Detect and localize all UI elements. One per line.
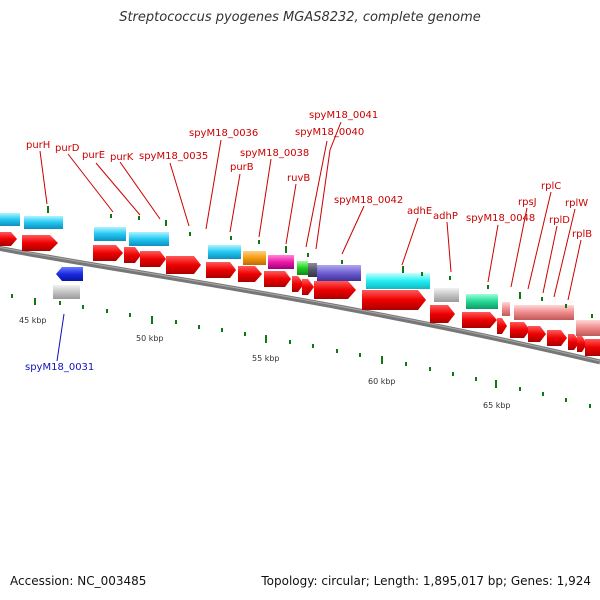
gene-block — [466, 294, 498, 309]
gene-label-rplC: rplC — [541, 181, 561, 192]
label-leader-blue — [56, 313, 65, 362]
cds-arrow — [206, 262, 236, 278]
gene-label-purE: purE — [82, 150, 105, 161]
cds-arrow — [497, 318, 507, 334]
cds-arrow — [585, 339, 600, 356]
gene-label-spyM18-0038: spyM18_0038 — [240, 148, 309, 159]
cds-arrow — [124, 247, 141, 263]
gene-block — [366, 273, 430, 289]
cds-arrow — [510, 322, 530, 338]
gene-block — [434, 288, 459, 302]
scale-label: 55 kbp — [252, 354, 280, 363]
label-leaders — [39, 121, 582, 301]
accession-text: Accession: NC_003485 — [10, 574, 147, 588]
gene-block — [297, 261, 308, 275]
genome-summary: Topology: circular; Length: 1,895,017 bp… — [261, 574, 591, 588]
cds-arrow — [462, 312, 497, 328]
gene-block — [94, 227, 126, 241]
cds-arrow — [140, 251, 166, 267]
cds-arrow — [314, 281, 356, 299]
cds-arrow — [430, 305, 455, 323]
gene-block — [576, 320, 600, 336]
map-title: Streptococcus pyogenes MGAS8232, complet… — [119, 10, 481, 25]
gene-label-rpsJ: rpsJ — [518, 197, 537, 208]
gene-label-rplD: rplD — [549, 215, 570, 226]
reverse-track — [53, 267, 83, 299]
gene-block — [317, 265, 361, 281]
gene-block — [268, 255, 294, 269]
gene-block — [514, 305, 574, 320]
cds-arrow — [93, 245, 123, 261]
gene-label-spyM18-0036: spyM18_0036 — [189, 128, 258, 139]
genome-backbone — [0, 245, 600, 365]
gene-label-rplB: rplB — [572, 229, 592, 240]
gene-block — [208, 245, 241, 259]
scale-label: 60 kbp — [368, 377, 396, 386]
scale-label: 50 kbp — [136, 334, 164, 343]
cds-arrow — [302, 279, 314, 295]
gene-labels: purH purD purE purK spyM18_0035 spyM18_0… — [25, 110, 592, 373]
gene-label-adhE: adhE — [407, 206, 432, 217]
gene-label-spyM18-0041: spyM18_0041 — [309, 110, 378, 121]
scale-label: 45 kbp — [19, 316, 47, 325]
gene-label-rplW: rplW — [565, 198, 588, 209]
gene-block — [129, 232, 169, 246]
gene-label-purH: purH — [26, 140, 50, 151]
gene-label-spyM18-0048: spyM18_0048 — [466, 213, 535, 224]
gene-label-ruvB: ruvB — [287, 173, 310, 184]
gene-label-spyM18-0031: spyM18_0031 — [25, 362, 94, 373]
cds-arrow-reverse — [56, 267, 83, 281]
tick-marks — [11, 206, 593, 408]
gene-label-spyM18-0040: spyM18_0040 — [295, 127, 364, 138]
gene-label-purB: purB — [230, 162, 254, 173]
cds-arrow — [264, 271, 291, 287]
gene-label-spyM18-0042: spyM18_0042 — [334, 195, 403, 206]
cds-arrow — [577, 336, 587, 352]
gene-block — [502, 302, 510, 316]
cds-arrow — [238, 266, 262, 282]
gene-block — [308, 263, 317, 277]
cds-arrow — [547, 330, 567, 346]
gene-block — [0, 213, 20, 226]
feature-track — [0, 213, 600, 336]
gene-block — [53, 285, 80, 299]
scale-labels: 45 kbp 50 kbp 55 kbp 60 kbp 65 kbp — [19, 316, 511, 410]
gene-label-adhP: adhP — [433, 211, 458, 222]
gene-label-spyM18-0035: spyM18_0035 — [139, 151, 208, 162]
cds-arrow — [0, 232, 17, 246]
scale-label: 65 kbp — [483, 401, 511, 410]
gene-label-purD: purD — [55, 143, 80, 154]
gene-block — [24, 216, 63, 229]
cds-arrow — [528, 326, 546, 342]
cds-arrow — [22, 235, 58, 251]
cds-track — [0, 232, 600, 356]
cds-arrow — [292, 276, 304, 292]
gene-label-purK: purK — [110, 152, 134, 163]
cds-arrow — [166, 256, 201, 274]
gene-block — [243, 251, 266, 265]
cds-arrow — [362, 290, 426, 310]
